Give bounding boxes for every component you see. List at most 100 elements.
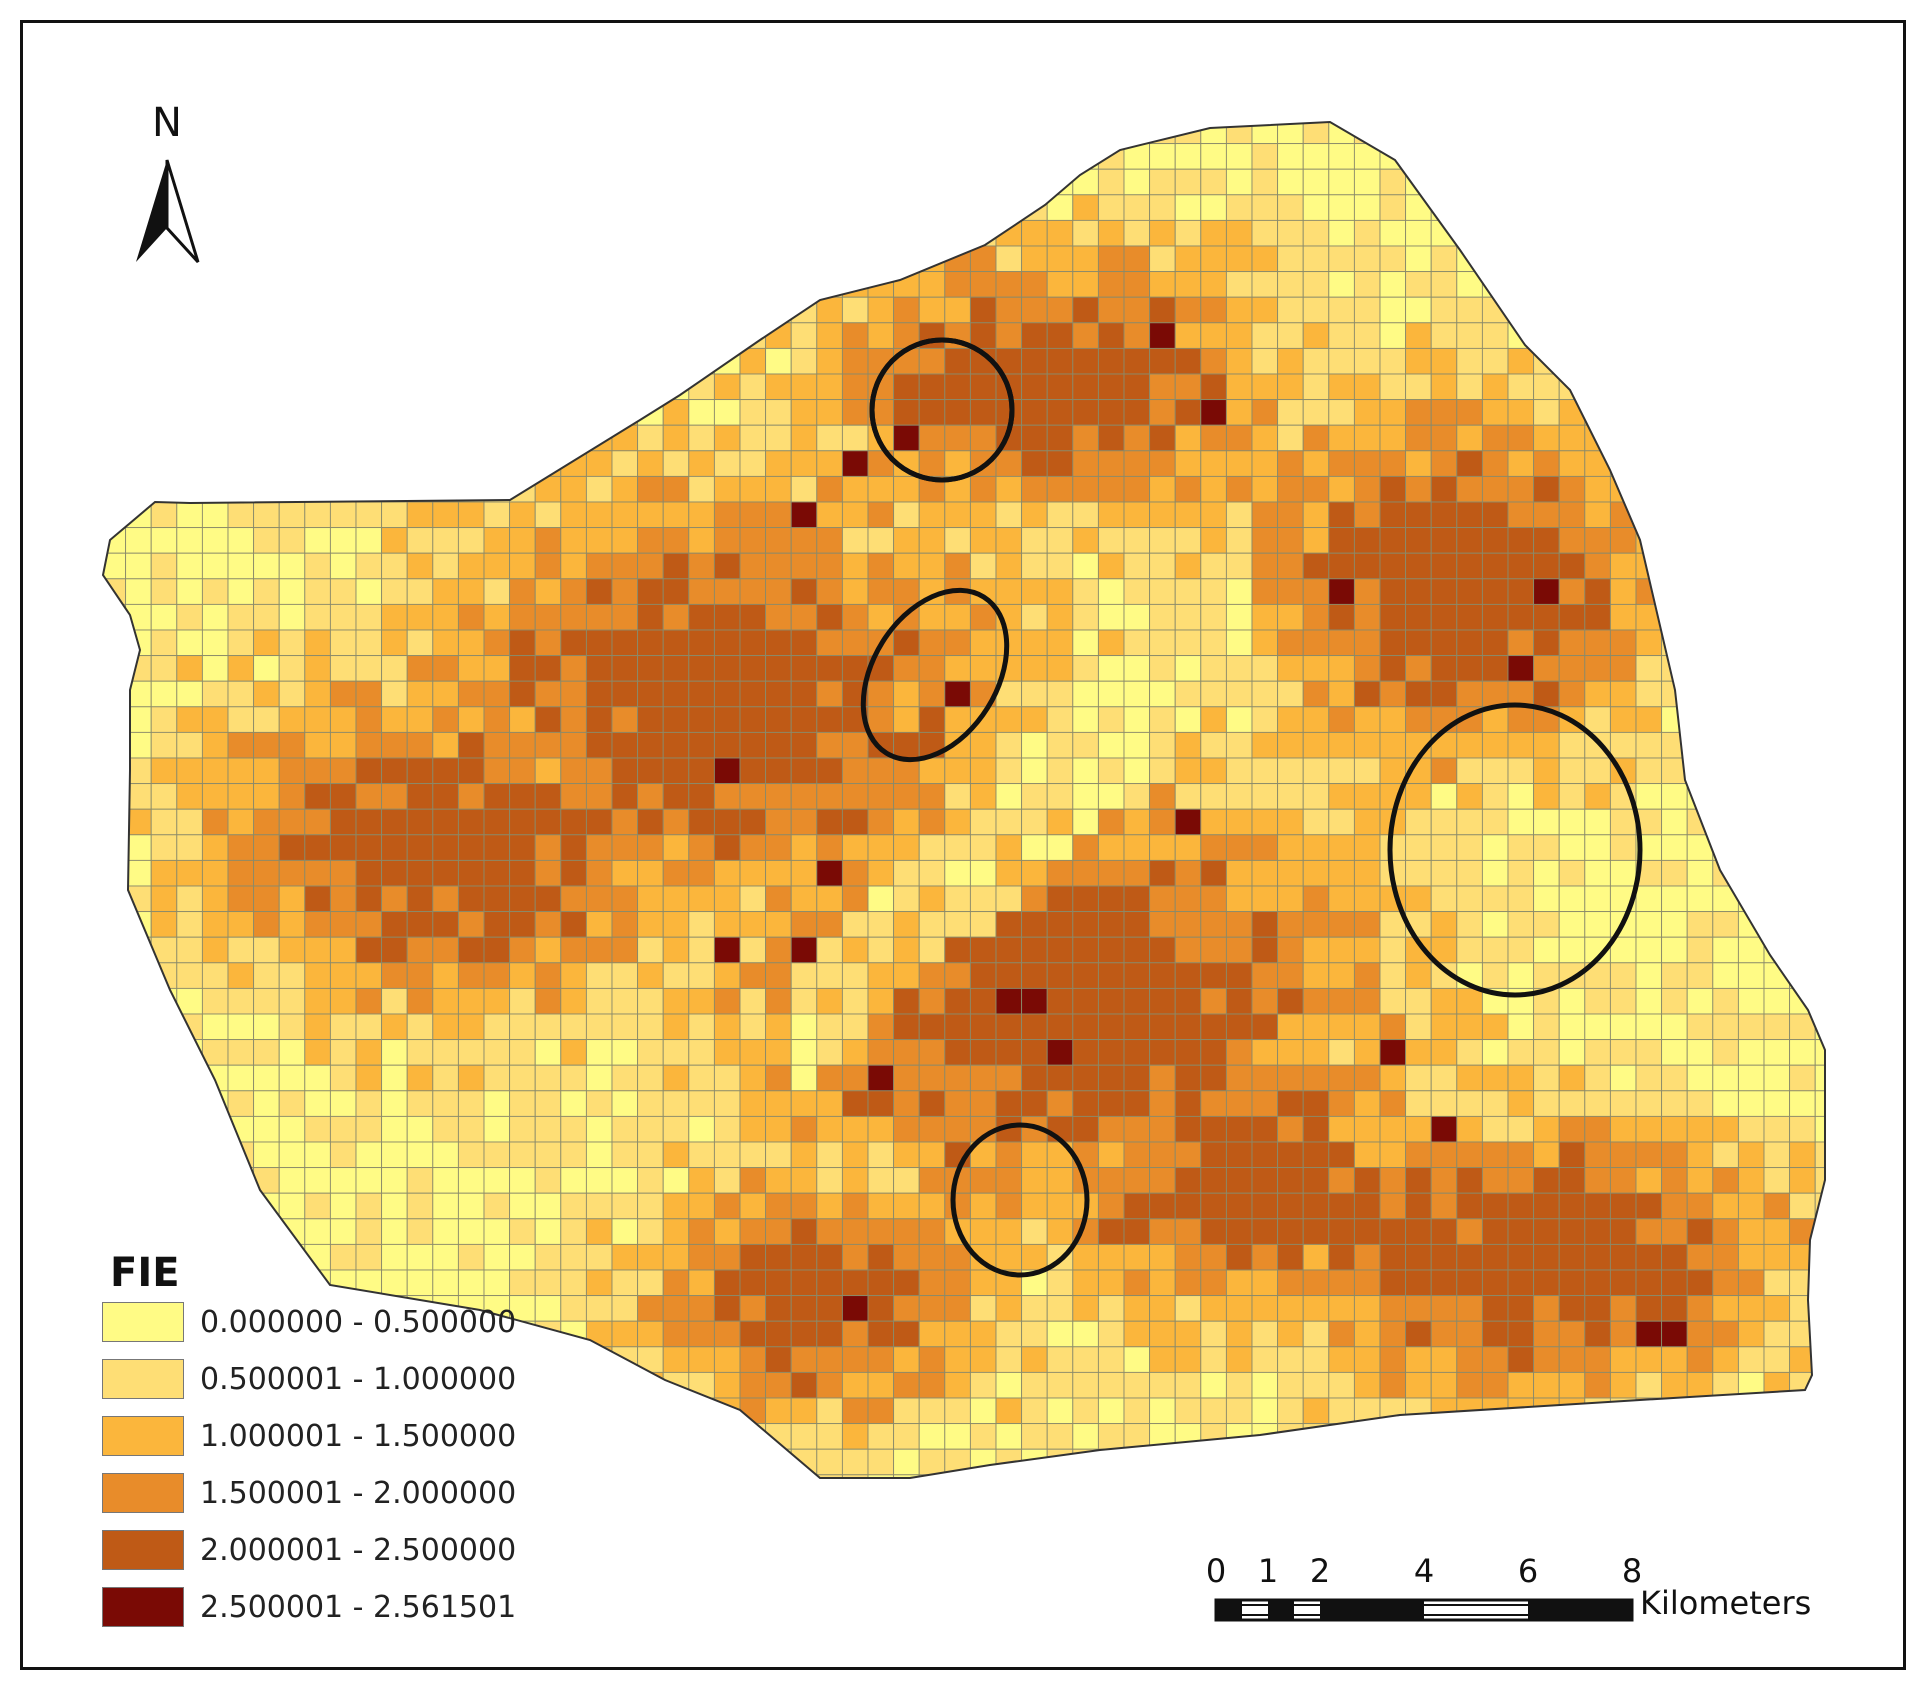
grid-cell [969,322,997,349]
grid-cell [176,706,203,733]
grid-cell [739,450,767,477]
grid-cell [1405,629,1432,657]
grid-cell [918,1090,946,1117]
grid-cell [227,245,255,273]
grid-cell [329,1167,357,1194]
grid-cell [355,859,383,887]
grid-cell [1533,962,1560,989]
grid-cell [1661,194,1688,221]
grid-cell [1481,1474,1509,1478]
grid-cell [1021,245,1048,273]
grid-cell [1507,399,1535,426]
grid-cell [1481,1013,1509,1041]
grid-cell [329,194,357,221]
grid-cell [103,962,127,989]
grid-cell [1379,1448,1407,1476]
grid-cell [432,885,459,913]
grid-cell [867,1013,895,1041]
grid-cell [662,603,690,631]
grid-cell [944,783,971,810]
grid-cell [1558,122,1586,145]
grid-cell [176,834,203,861]
grid-cell [688,122,715,145]
grid-cell [841,168,869,196]
grid-cell [739,143,767,170]
grid-cell [1072,450,1099,477]
grid-cell [1174,1013,1202,1041]
grid-cell [1021,987,1048,1015]
grid-cell [1405,706,1432,733]
grid-cell [457,859,485,887]
grid-cell [1251,655,1279,682]
grid-cell [1379,1320,1407,1348]
grid-cell [176,911,203,938]
grid-cell [329,1243,357,1271]
grid-cell [1328,1320,1355,1348]
grid-cell [381,1243,408,1271]
grid-cell [1097,552,1125,580]
grid-cell [304,450,331,477]
grid-cell [1584,706,1611,733]
grid-cell [867,1115,895,1143]
grid-cell [278,680,306,708]
scale-units: Kilometers [1640,1584,1812,1622]
grid-cell [1251,527,1279,554]
grid-cell [713,1141,741,1169]
grid-cell [560,1269,587,1297]
grid-cell [278,1064,306,1092]
grid-cell [765,706,792,733]
grid-cell [1046,885,1074,913]
grid-cell [1046,731,1074,759]
grid-cell [816,859,843,887]
grid-cell [1584,1090,1611,1117]
grid-cell [995,347,1023,375]
grid-cell [483,475,511,503]
grid-cell [1046,424,1074,452]
grid-cell [1763,808,1791,836]
grid-cell [125,578,152,605]
grid-cell [1072,296,1099,324]
grid-cell [1584,1423,1611,1450]
grid-cell [1507,194,1535,221]
grid-cell [1174,450,1202,477]
grid-cell [560,296,587,324]
grid-cell [253,680,280,708]
grid-cell [509,911,536,938]
grid-cell [381,399,408,426]
grid-cell [969,1397,997,1425]
grid-cell [509,168,536,196]
grid-cell [1046,706,1074,733]
grid-cell [1405,578,1432,605]
grid-cell [1328,680,1355,708]
grid-cell [1200,1474,1227,1478]
grid-cell [1353,859,1381,887]
grid-cell [1661,1448,1688,1476]
grid-cell [841,347,869,375]
grid-cell [1661,1269,1688,1297]
grid-cell [150,347,178,375]
grid-cell [534,936,562,964]
grid-cell [1353,603,1381,631]
grid-cell [1302,1269,1330,1297]
grid-cell [1430,143,1458,170]
grid-cell [1123,527,1151,554]
grid-cell [1789,962,1816,989]
grid-cell [509,1090,536,1117]
grid-cell [688,655,715,682]
grid-cell [713,1448,741,1476]
grid-cell [1814,1295,1825,1322]
grid-cell [1302,680,1330,708]
grid-cell [867,706,895,733]
grid-cell [1635,962,1663,989]
grid-cell [150,1064,178,1092]
grid-cell [1481,859,1509,887]
grid-cell [1097,808,1125,836]
grid-cell [1302,1448,1330,1476]
grid-cell [103,271,127,298]
highlight-circle [1387,702,1643,998]
grid-cell [739,552,767,580]
grid-cell [355,501,383,529]
grid-cell [765,962,792,989]
grid-cell [304,219,331,247]
grid-cell [1072,731,1099,759]
